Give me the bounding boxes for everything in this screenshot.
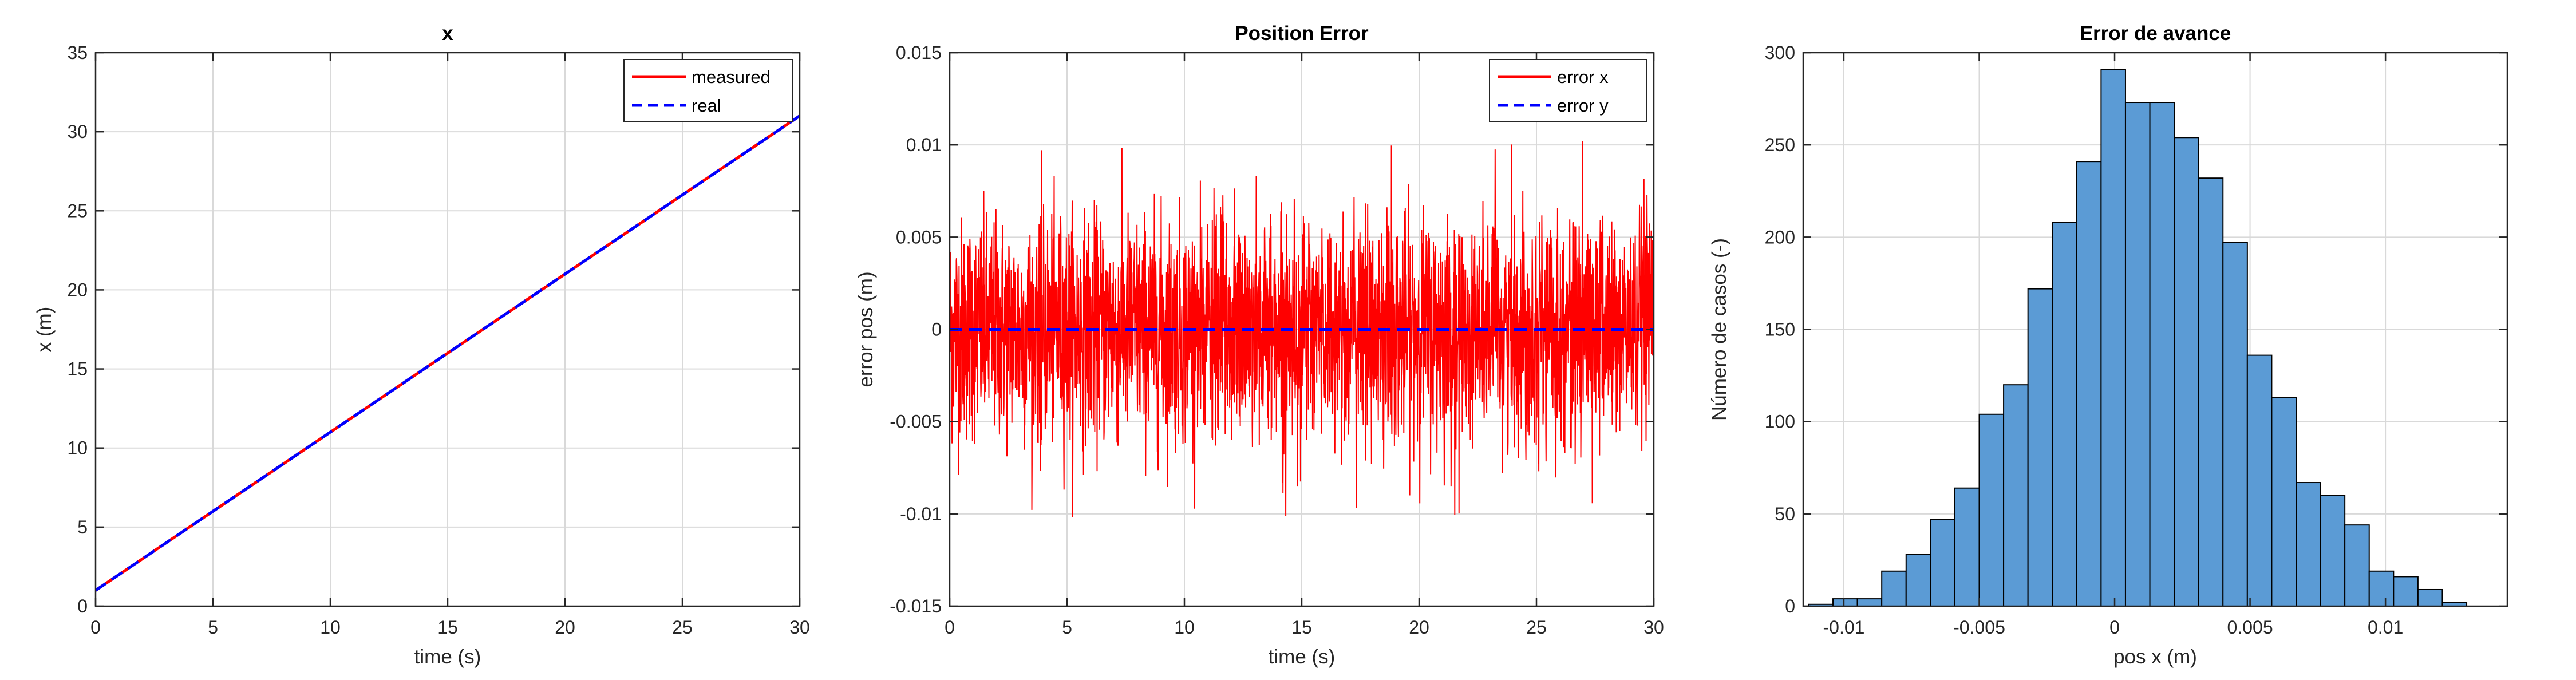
histogram-bar bbox=[2368, 570, 2395, 606]
legend: measured real bbox=[623, 59, 793, 122]
axes-error-plot: 0 5 10 15 20 25 30 -0.015 -0.01 -0.005 0 0.005 0.01 0… bbox=[855, 22, 1664, 668]
histogram-bar bbox=[2246, 354, 2273, 606]
y-axis-label: Número de casos (-) bbox=[1708, 238, 1730, 421]
y-tick-label: 0 bbox=[931, 319, 942, 340]
x-tick-label: 5 bbox=[208, 617, 218, 638]
y-tick-label: -0.015 bbox=[890, 596, 942, 616]
y-tick-label: 300 bbox=[1765, 42, 1795, 63]
histogram-bar bbox=[2296, 482, 2321, 606]
x-tick-label: 10 bbox=[320, 617, 341, 638]
x-tick-label: 25 bbox=[1526, 617, 1547, 638]
y-tick-label: 25 bbox=[67, 200, 88, 221]
y-tick-label: 0 bbox=[77, 596, 88, 616]
y-tick-label: 15 bbox=[67, 359, 88, 379]
data-layer bbox=[96, 114, 800, 592]
x-tick-label: 30 bbox=[1643, 617, 1664, 638]
y-tick-label: 20 bbox=[67, 279, 88, 300]
series-line-error-x bbox=[950, 141, 1654, 517]
x-tick-label: 10 bbox=[1174, 617, 1195, 638]
histogram-bar bbox=[2198, 177, 2224, 606]
y-tick-label: 50 bbox=[1775, 504, 1795, 524]
y-tick-label: 250 bbox=[1765, 135, 1795, 155]
legend-entry-label: measured bbox=[692, 67, 771, 87]
x-tick-label: 15 bbox=[1291, 617, 1312, 638]
histogram-bar bbox=[2076, 161, 2102, 606]
y-tick-label: 0.01 bbox=[906, 135, 942, 155]
x-tick-label: 0 bbox=[90, 617, 101, 638]
x-axis-label: pos x (m) bbox=[2113, 646, 2197, 668]
histogram-bar bbox=[2320, 495, 2346, 606]
x-tick-label: -0.005 bbox=[1953, 617, 2005, 638]
data-layer bbox=[950, 141, 1654, 517]
x-tick-label: 0 bbox=[945, 617, 955, 638]
x-axis-label: time (s) bbox=[414, 646, 481, 668]
y-axis-label: x (m) bbox=[33, 307, 56, 353]
chart-title: Position Error bbox=[1235, 22, 1369, 45]
legend-entry-label: error y bbox=[1557, 96, 1609, 116]
histogram-bar bbox=[2149, 102, 2175, 606]
x-tick-label: 0 bbox=[2109, 617, 2120, 638]
chart-title: x bbox=[442, 22, 453, 45]
y-tick-label: 150 bbox=[1765, 319, 1795, 340]
histogram-bar bbox=[2222, 242, 2248, 606]
histogram-bar bbox=[2271, 397, 2297, 606]
histogram-bar bbox=[2344, 524, 2370, 606]
x-tick-label: 20 bbox=[1409, 617, 1429, 638]
y-tick-label: 0.015 bbox=[896, 42, 942, 63]
histogram-bar bbox=[2100, 69, 2126, 606]
x-tick-label: 5 bbox=[1062, 617, 1072, 638]
y-tick-label: 0 bbox=[1785, 596, 1795, 616]
y-tick-label: -0.01 bbox=[900, 504, 942, 524]
histogram-bar bbox=[1930, 519, 1955, 606]
axes-histogram-plot: -0.01 -0.005 0 0.005 0.01 0 50 100 150 200 250 300 E… bbox=[1708, 22, 2508, 668]
chart-title: Error de avance bbox=[2080, 22, 2231, 45]
histogram-bar bbox=[1954, 487, 1980, 606]
x-tick-label: 15 bbox=[437, 617, 458, 638]
y-tick-label: 35 bbox=[67, 42, 88, 63]
histogram-bar bbox=[2174, 137, 2199, 606]
series-line-real bbox=[96, 114, 800, 592]
y-tick-label: -0.005 bbox=[890, 412, 942, 432]
legend-entry-label: real bbox=[692, 96, 721, 116]
y-tick-label: 200 bbox=[1765, 227, 1795, 247]
histogram-bar bbox=[2027, 288, 2053, 606]
x-tick-label: 25 bbox=[672, 617, 693, 638]
histogram-bar bbox=[2124, 102, 2151, 606]
x-tick-label: 0.005 bbox=[2227, 617, 2273, 638]
legend: error x error y bbox=[1489, 59, 1647, 122]
y-tick-label: 100 bbox=[1765, 412, 1795, 432]
histogram-bar bbox=[1881, 570, 1907, 606]
histogram-bar bbox=[1832, 598, 1858, 606]
axes-position-plot: 0 5 10 15 20 25 30 0 5 10 15 20 25 30 35 x time (s) x (m)… bbox=[33, 22, 810, 668]
x-tick-label: -0.01 bbox=[1823, 617, 1864, 638]
y-tick-label: 5 bbox=[77, 517, 88, 537]
histogram-bar bbox=[1856, 598, 1883, 606]
histogram-bar bbox=[2441, 602, 2468, 606]
histogram-bar bbox=[1978, 413, 2005, 606]
y-tick-label: 10 bbox=[67, 438, 88, 458]
x-tick-label: 20 bbox=[555, 617, 575, 638]
legend-box bbox=[1489, 59, 1647, 122]
histogram-bar bbox=[2393, 576, 2419, 606]
legend-entry-label: error x bbox=[1557, 67, 1609, 87]
legend-box bbox=[623, 59, 793, 122]
histogram-bar bbox=[2417, 588, 2443, 606]
histogram-bar bbox=[1905, 554, 1931, 606]
x-tick-label: 0.01 bbox=[2368, 617, 2403, 638]
y-tick-label: 0.005 bbox=[896, 227, 942, 247]
y-tick-label: 30 bbox=[67, 121, 88, 142]
histogram-bar bbox=[2052, 222, 2077, 606]
y-axis-label: error pos (m) bbox=[855, 271, 877, 387]
x-tick-label: 30 bbox=[789, 617, 810, 638]
data-layer bbox=[1808, 69, 2468, 606]
histogram-bar bbox=[2003, 384, 2029, 606]
x-axis-label: time (s) bbox=[1269, 646, 1336, 668]
